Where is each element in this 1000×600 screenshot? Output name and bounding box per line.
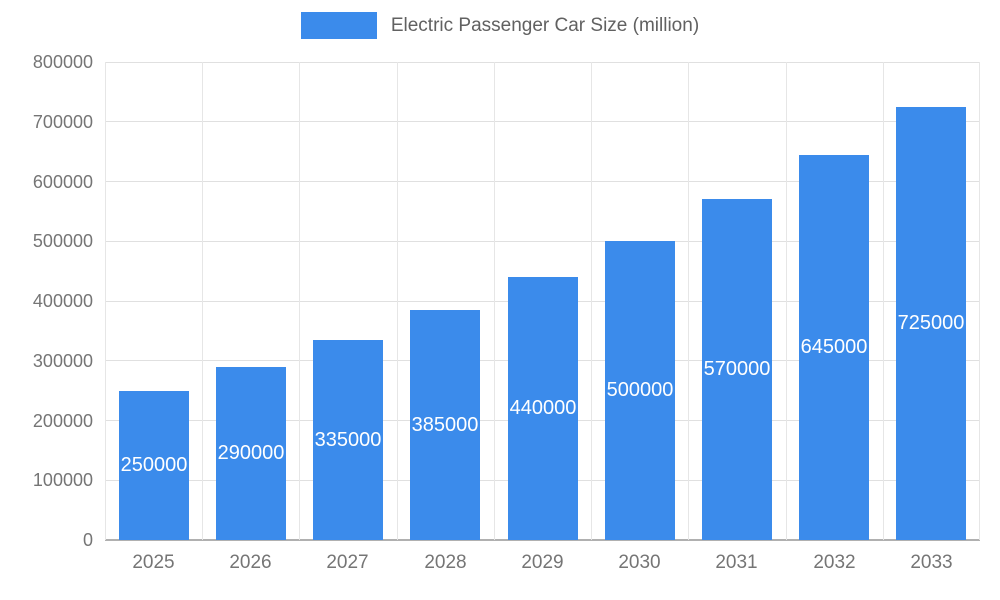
bar-value-label: 500000 [606,379,674,401]
bar-2029: 440000 [508,277,578,540]
chart-legend: Electric Passenger Car Size (million) [0,12,1000,39]
gridline-horizontal [105,181,980,182]
gridline-vertical [299,62,300,540]
bar-value-label: 250000 [120,454,188,476]
bar-2032: 645000 [799,155,869,540]
y-tick-label: 600000 [32,171,93,192]
bar-2033: 725000 [896,107,966,540]
bar-2028: 385000 [410,310,480,540]
gridline-vertical [105,62,106,540]
x-tick-label: 2026 [229,552,272,573]
x-tick-label: 2033 [910,552,953,573]
y-tick-label: 500000 [32,231,93,252]
gridline-vertical [979,62,980,540]
x-tick-label: 2028 [424,552,467,573]
y-tick-label: 800000 [32,52,93,72]
y-tick-label: 200000 [32,410,93,431]
bar-value-label: 725000 [897,312,965,334]
y-axis: 0 100000 200000 300000 400000 500000 600000 700… [0,52,93,550]
gridline-vertical [688,62,689,540]
bar-value-label: 440000 [509,397,577,419]
bar-2026: 290000 [216,367,286,540]
x-tick-label: 2025 [132,552,175,573]
bar-value-label: 385000 [411,413,479,436]
bar-value-label: 645000 [800,336,868,358]
y-tick-label: 400000 [32,291,93,311]
gridline-vertical [591,62,592,540]
x-tick-label: 2027 [326,552,369,573]
bar-value-label: 335000 [314,428,382,451]
x-axis-line [105,539,980,541]
x-axis: 2025 2026 2027 2028 2029 2030 2031 2032 2033 [105,552,980,582]
y-tick-label: 0 [82,530,93,550]
gridline-vertical [202,62,203,540]
y-tick-label: 100000 [32,470,93,491]
bar-2031: 570000 [702,199,772,540]
gridline-horizontal [105,121,980,123]
bar-value-label: 290000 [217,442,285,464]
y-tick-label: 700000 [32,111,93,132]
gridline-vertical [786,62,787,540]
bar-2025: 250000 [119,391,189,540]
bar-2027: 335000 [313,340,383,540]
x-tick-label: 2031 [715,552,758,573]
gridline-vertical [883,62,884,540]
legend-swatch [300,12,377,39]
bar-2030: 500000 [605,241,675,540]
gridline-vertical [397,62,398,540]
gridline-horizontal [105,240,980,242]
y-tick-label: 300000 [32,350,93,371]
x-tick-label: 2030 [618,552,661,573]
gridline-vertical [494,62,495,540]
plot-area: 250000 290000 335000 385000 440000 500000 5700… [105,61,980,541]
gridline-horizontal [105,61,980,63]
x-tick-label: 2032 [813,552,856,573]
bar-value-label: 570000 [703,358,771,380]
x-tick-label: 2029 [521,552,564,573]
chart-title: Electric Passenger Car Size (million) [390,14,700,36]
